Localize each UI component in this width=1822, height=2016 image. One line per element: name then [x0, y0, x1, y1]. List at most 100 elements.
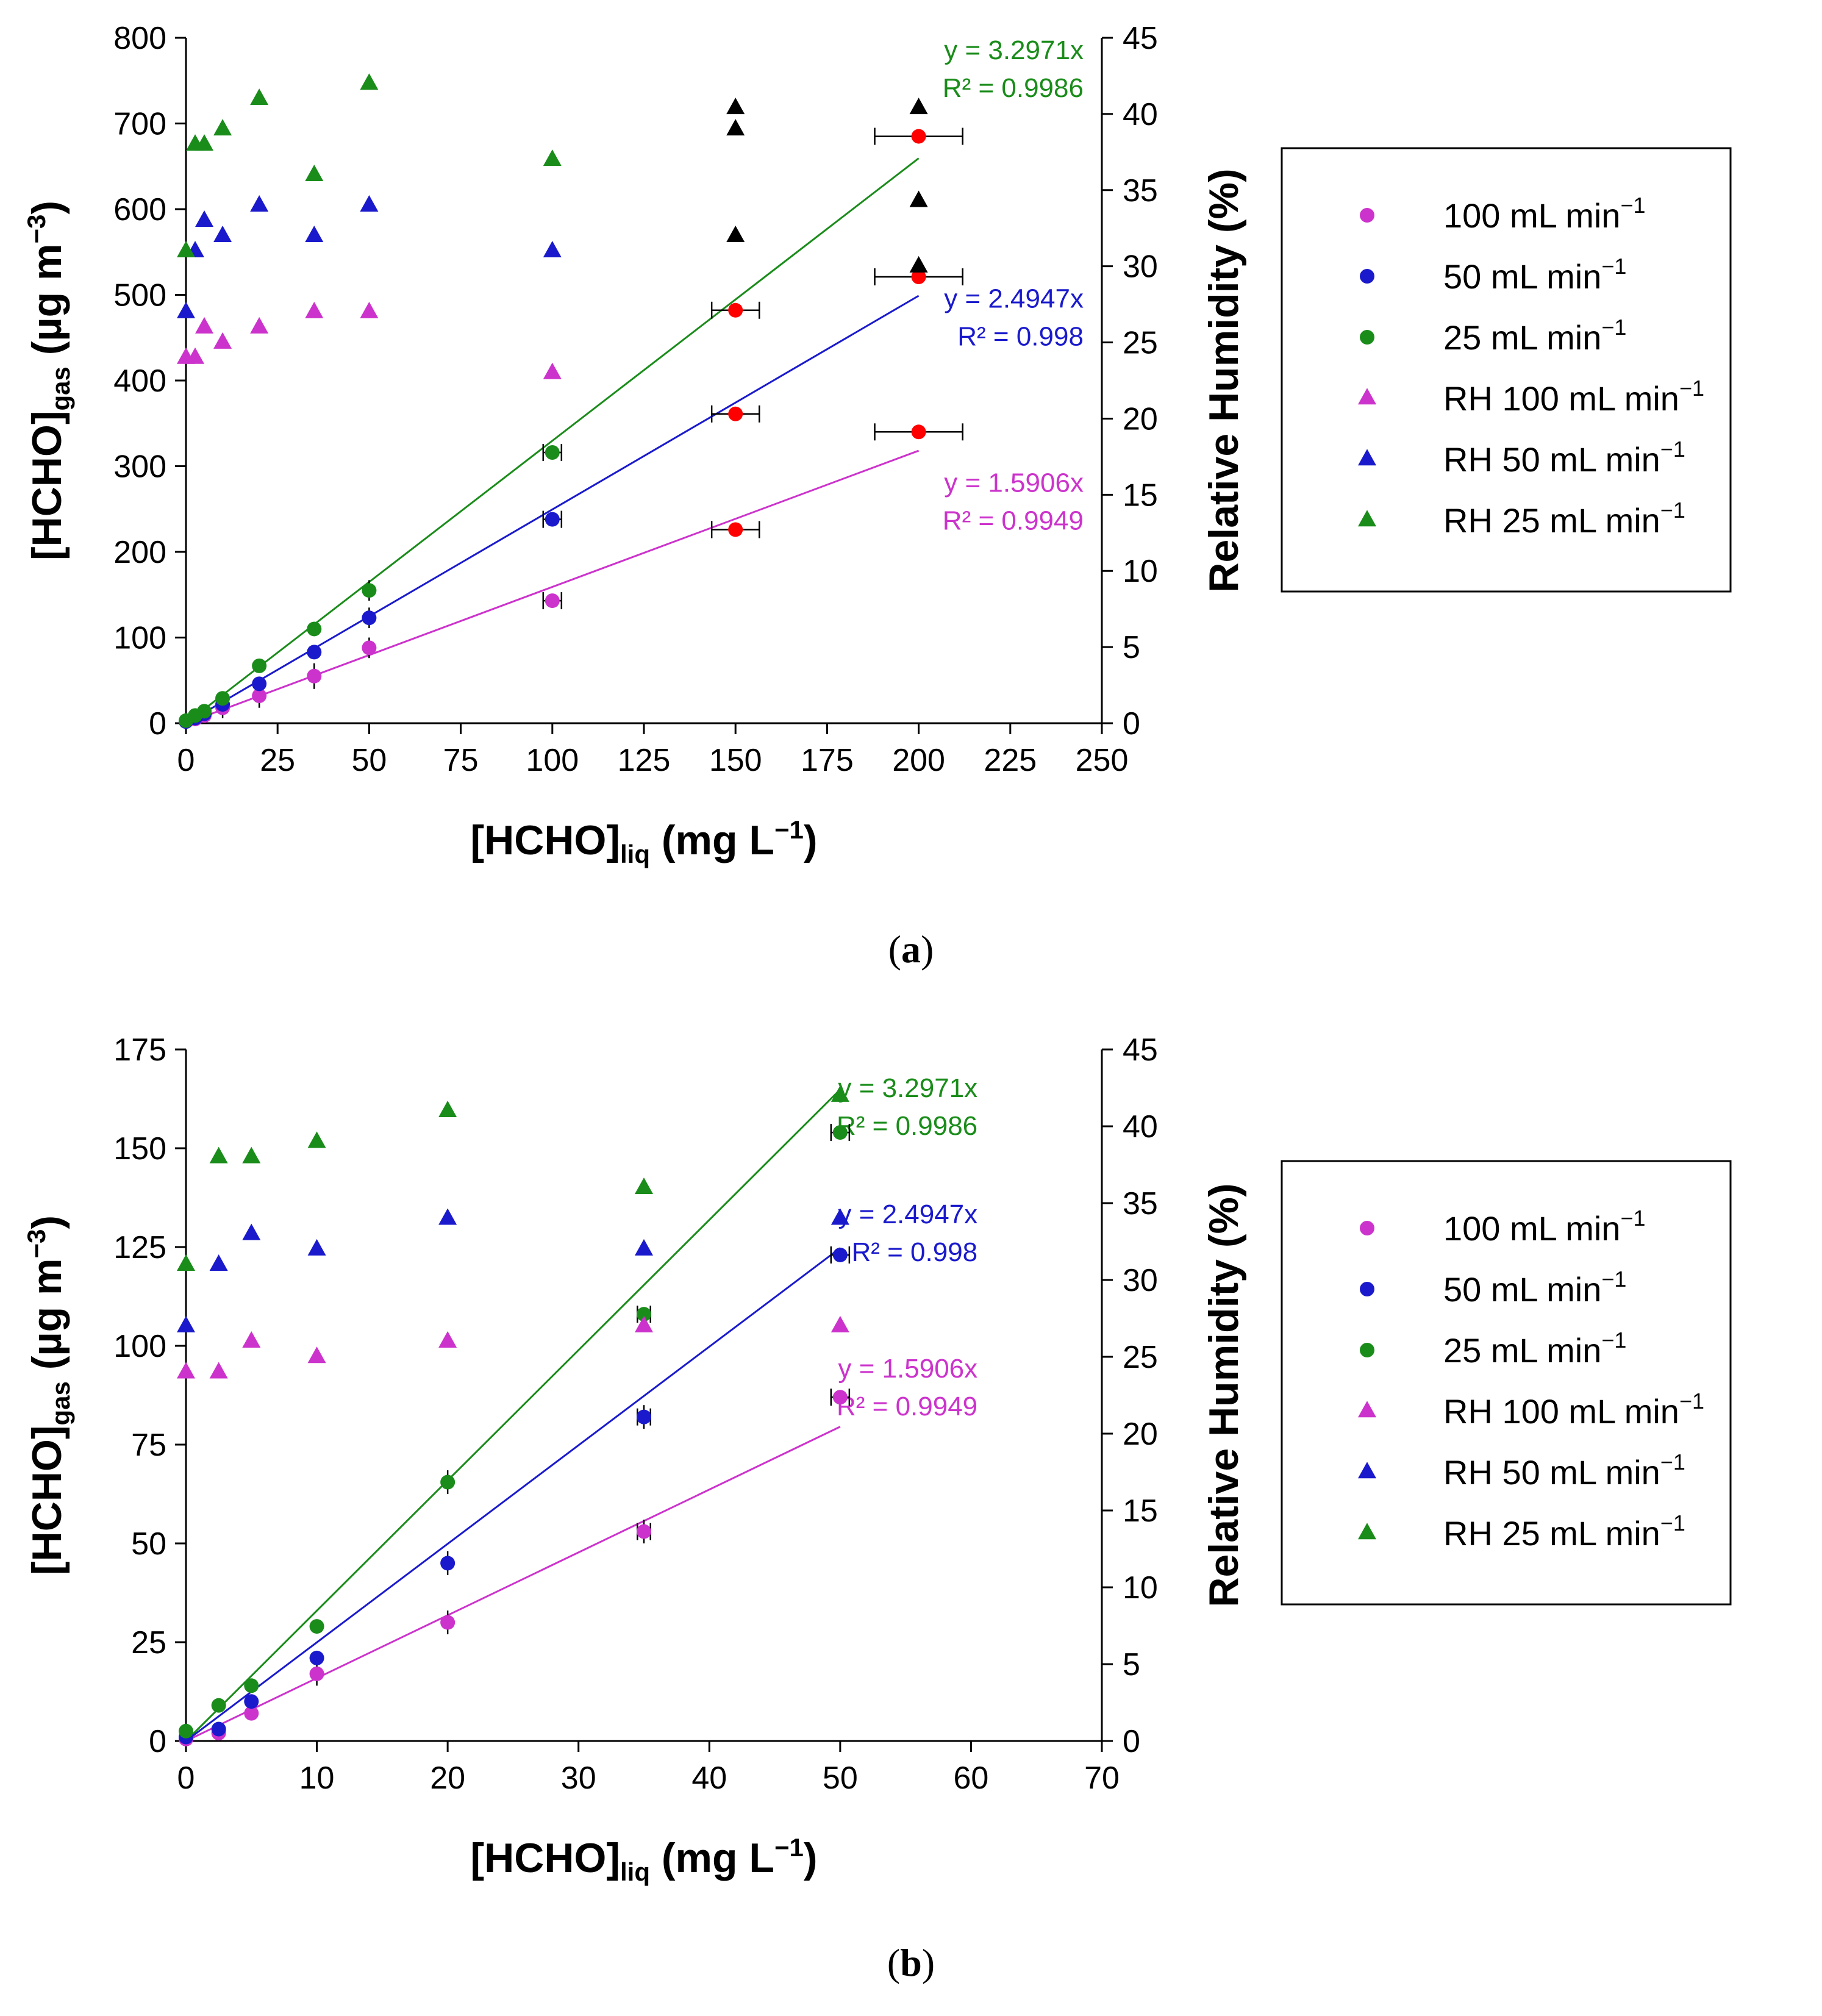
- data-point-triangle: [831, 1085, 849, 1102]
- legend-label: 50 mL min−1: [1443, 254, 1626, 296]
- data-point-triangle: [635, 1239, 653, 1256]
- y2-tick-label: 20: [1123, 401, 1158, 437]
- x-axis-label: [HCHO]liq (mg L−1): [470, 815, 817, 868]
- x-axis-label-sub: liq: [620, 840, 650, 868]
- x-tick-label: 100: [526, 743, 579, 778]
- x-tick-label: 50: [823, 1760, 858, 1796]
- y2-tick-label: 0: [1123, 1724, 1140, 1759]
- y-tick-label: 75: [131, 1428, 166, 1463]
- legend-label-sup: −1: [1601, 1267, 1626, 1292]
- legend-label: 25 mL min−1: [1443, 1328, 1626, 1370]
- data-point-circle: [211, 1698, 226, 1713]
- legend-marker-triangle: [1358, 1462, 1376, 1479]
- legend-label-sup: −1: [1679, 376, 1704, 401]
- data-point-circle: [197, 704, 212, 719]
- y-tick-label: 175: [113, 1032, 166, 1068]
- fit-r2: R² = 0.998: [957, 322, 1084, 352]
- x-axis-label-end: ): [804, 817, 818, 863]
- data-point-circle: [637, 1307, 651, 1322]
- legend-label-sup: −1: [1660, 437, 1685, 462]
- x-axis-label-sub: liq: [620, 1857, 650, 1886]
- y2-tick-label: 5: [1123, 1647, 1140, 1682]
- data-point-circle: [179, 1723, 193, 1739]
- legend-marker-circle: [1360, 269, 1374, 284]
- fit-line: [185, 1247, 841, 1742]
- legend-label: RH 25 mL min−1: [1443, 498, 1685, 540]
- y2-tick-label: 15: [1123, 1493, 1158, 1529]
- fit-line: [185, 295, 920, 724]
- data-point-triangle: [438, 1101, 457, 1118]
- legend-label-sup: −1: [1660, 1510, 1685, 1535]
- legend-label-sup: −1: [1621, 193, 1646, 218]
- caption-open: (: [888, 928, 901, 971]
- data-point-circle: [832, 1125, 848, 1140]
- legend-box: [1281, 1160, 1732, 1606]
- legend-label: 25 mL min−1: [1443, 315, 1626, 357]
- data-point-triangle: [209, 1254, 228, 1271]
- y-tick-label: 100: [113, 621, 166, 656]
- data-point-triangle: [543, 362, 562, 379]
- data-point-triangle: [177, 1315, 195, 1332]
- data-point-circle: [252, 688, 267, 704]
- legend-marker-triangle: [1358, 510, 1376, 527]
- legend-label-text: RH 25 mL min: [1443, 1514, 1660, 1553]
- legend-label-text: 25 mL min: [1443, 1331, 1601, 1370]
- x-axis-label-end: ): [804, 1835, 818, 1881]
- data-point-triangle: [177, 1254, 195, 1271]
- data-point-circle: [728, 406, 743, 421]
- data-point-circle: [307, 645, 322, 660]
- x-tick-label: 60: [954, 1760, 989, 1796]
- legend-label-sup: −1: [1679, 1389, 1704, 1414]
- data-point-circle: [911, 129, 926, 144]
- data-point-circle: [440, 1474, 456, 1490]
- x-tick-label: 0: [177, 743, 195, 778]
- x-tick-label: 0: [177, 1760, 195, 1796]
- legend-label-text: RH 50 mL min: [1443, 440, 1660, 479]
- fit-equation: y = 2.4947x: [944, 284, 1084, 314]
- data-point-circle: [545, 512, 560, 527]
- x-axis-label: [HCHO]liq (mg L−1): [470, 1833, 817, 1886]
- y-axis-label-sub: gas: [46, 1381, 75, 1425]
- data-point-triangle: [635, 1315, 653, 1332]
- data-point-circle: [440, 1615, 456, 1630]
- data-point-triangle: [831, 1208, 849, 1225]
- data-point-triangle: [177, 301, 195, 318]
- y2-tick-label: 40: [1123, 1109, 1158, 1145]
- data-point-triangle: [438, 1208, 457, 1225]
- legend-label: RH 50 mL min−1: [1443, 1449, 1685, 1492]
- legend-box: [1281, 147, 1732, 593]
- data-point-triangle: [909, 190, 928, 207]
- y-tick-label: 0: [149, 706, 166, 742]
- legend-marker-triangle: [1358, 1401, 1376, 1418]
- data-point-triangle: [909, 98, 928, 115]
- data-point-triangle: [360, 301, 379, 318]
- legend-label-text: 100 mL min: [1443, 1209, 1621, 1248]
- y-tick-label: 100: [113, 1329, 166, 1364]
- data-point-circle: [252, 676, 267, 692]
- panel-caption: (a): [888, 928, 934, 971]
- y2-axis-label: Relative Humidity (%): [1201, 1183, 1247, 1607]
- legend-label: RH 100 mL min−1: [1443, 1389, 1704, 1431]
- data-point-triangle: [242, 1223, 261, 1240]
- y-tick-label: 400: [113, 363, 166, 399]
- fit-r2: R² = 0.998: [851, 1237, 977, 1267]
- data-point-triangle: [360, 195, 379, 212]
- data-point-triangle: [195, 316, 214, 334]
- x-axis-label-main: [HCHO]: [470, 1835, 620, 1881]
- x-tick-label: 25: [260, 743, 295, 778]
- y-axis-label-rest: (µg m: [24, 1259, 70, 1382]
- legend-label: 50 mL min−1: [1443, 1267, 1626, 1309]
- data-point-triangle: [726, 98, 745, 115]
- y2-axis-label: Relative Humidity (%): [1201, 168, 1247, 592]
- data-point-circle: [832, 1390, 848, 1405]
- y2-tick-label: 0: [1123, 706, 1140, 742]
- legend-marker-triangle: [1358, 449, 1376, 466]
- data-point-triangle: [726, 225, 745, 242]
- y-axis-label-end: ): [24, 1215, 70, 1229]
- y2-tick-label: 35: [1123, 173, 1158, 209]
- x-tick-label: 150: [709, 743, 762, 778]
- y-tick-label: 125: [113, 1230, 166, 1265]
- legend-label-sup: −1: [1660, 498, 1685, 523]
- data-point-circle: [440, 1556, 456, 1571]
- data-point-triangle: [438, 1331, 457, 1348]
